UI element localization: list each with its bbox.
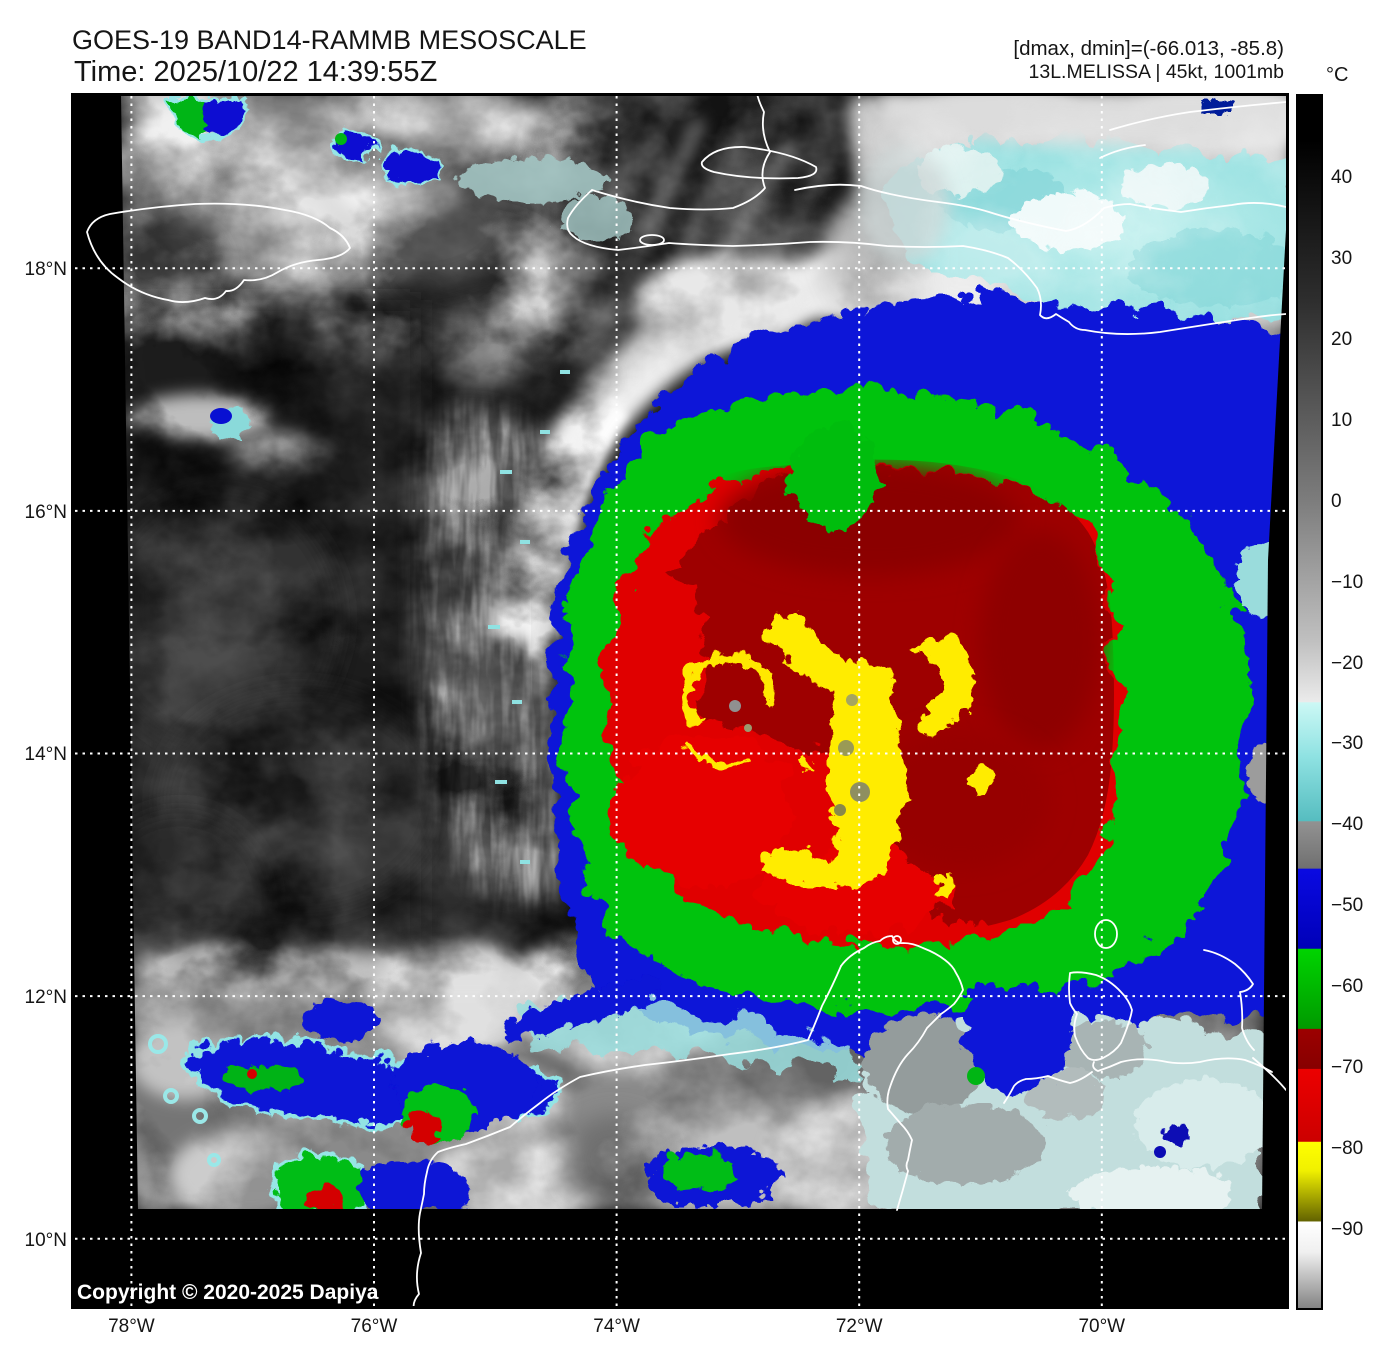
svg-text:72°W: 72°W <box>836 1316 883 1337</box>
svg-text:−60: −60 <box>1331 976 1363 997</box>
svg-text:30: 30 <box>1331 248 1352 269</box>
svg-text:40: 40 <box>1331 167 1352 188</box>
svg-text:18°N: 18°N <box>25 259 67 280</box>
svg-text:20: 20 <box>1331 329 1352 350</box>
svg-text:GOES-19 BAND14-RAMMB MESOSCALE: GOES-19 BAND14-RAMMB MESOSCALE <box>72 25 587 55</box>
svg-text:13L.MELISSA | 45kt, 1001mb: 13L.MELISSA | 45kt, 1001mb <box>1029 61 1285 83</box>
svg-text:10°N: 10°N <box>25 1230 67 1251</box>
svg-text:−20: −20 <box>1331 653 1363 674</box>
svg-text:16°N: 16°N <box>25 502 67 523</box>
svg-text:74°W: 74°W <box>593 1316 640 1337</box>
svg-text:70°W: 70°W <box>1078 1316 1125 1337</box>
svg-text:12°N: 12°N <box>25 987 67 1008</box>
svg-text:78°W: 78°W <box>108 1316 155 1337</box>
svg-text:Time: 2025/10/22 14:39:55Z: Time: 2025/10/22 14:39:55Z <box>74 56 437 88</box>
svg-text:[dmax, dmin]=(-66.013, -85.8): [dmax, dmin]=(-66.013, -85.8) <box>1013 37 1284 60</box>
svg-text:−10: −10 <box>1331 572 1363 593</box>
svg-text:−50: −50 <box>1331 895 1363 916</box>
svg-text:−90: −90 <box>1331 1219 1363 1240</box>
svg-text:Copyright © 2020-2025 Dapiya: Copyright © 2020-2025 Dapiya <box>77 1281 379 1304</box>
svg-text:−40: −40 <box>1331 814 1363 835</box>
svg-text:0: 0 <box>1331 491 1342 512</box>
svg-text:−30: −30 <box>1331 733 1363 754</box>
svg-text:−80: −80 <box>1331 1138 1363 1159</box>
svg-text:°C: °C <box>1326 64 1348 86</box>
svg-text:14°N: 14°N <box>25 744 67 765</box>
svg-text:10: 10 <box>1331 410 1352 431</box>
svg-text:76°W: 76°W <box>351 1316 398 1337</box>
svg-text:−70: −70 <box>1331 1057 1363 1078</box>
